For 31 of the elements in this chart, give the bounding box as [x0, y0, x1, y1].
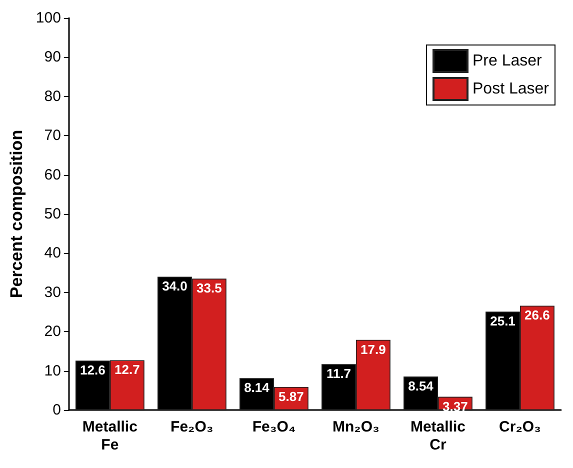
data-label: 17.9 [360, 342, 386, 357]
y-tick-label: 100 [36, 10, 61, 26]
y-tick-label: 50 [44, 206, 61, 222]
data-label: 33.5 [196, 280, 222, 296]
data-label: 5.87 [278, 388, 304, 404]
x-tick-label: Fe₃O₄ [252, 418, 296, 436]
y-tick-label: 90 [44, 48, 61, 66]
y-tick-label: 70 [44, 127, 61, 144]
x-tick-label: Fe₂O₃ [170, 418, 214, 436]
legend-label: Pre Laser [472, 52, 543, 70]
data-label: 8.54 [408, 378, 434, 394]
y-tick-label: 20 [44, 323, 61, 340]
data-label: 34.0 [162, 278, 188, 294]
data-label: 8.14 [244, 380, 270, 396]
y-tick-label: 40 [44, 244, 61, 262]
y-axis-title: Percent composition [7, 130, 26, 298]
y-tick-label: 80 [44, 88, 61, 105]
x-tick-label: Cr₂O₃ [499, 418, 542, 436]
x-tick-label: Metallic Cr [410, 418, 466, 454]
y-tick-label: 0 [52, 402, 61, 418]
y-tick-label: 60 [44, 166, 61, 184]
data-label: 11.7 [326, 366, 352, 382]
data-label: 26.6 [524, 308, 550, 323]
x-tick-label: Metallic Fe [82, 418, 138, 454]
x-tick-label: Mn₂O₃ [332, 418, 380, 436]
legend-label: Post Laser [472, 80, 550, 98]
y-tick-label: 30 [44, 284, 61, 301]
data-label: 12.6 [80, 362, 106, 378]
data-label: 25.1 [490, 314, 516, 329]
y-tick-label: 10 [44, 362, 61, 380]
data-label: 12.7 [114, 362, 140, 378]
